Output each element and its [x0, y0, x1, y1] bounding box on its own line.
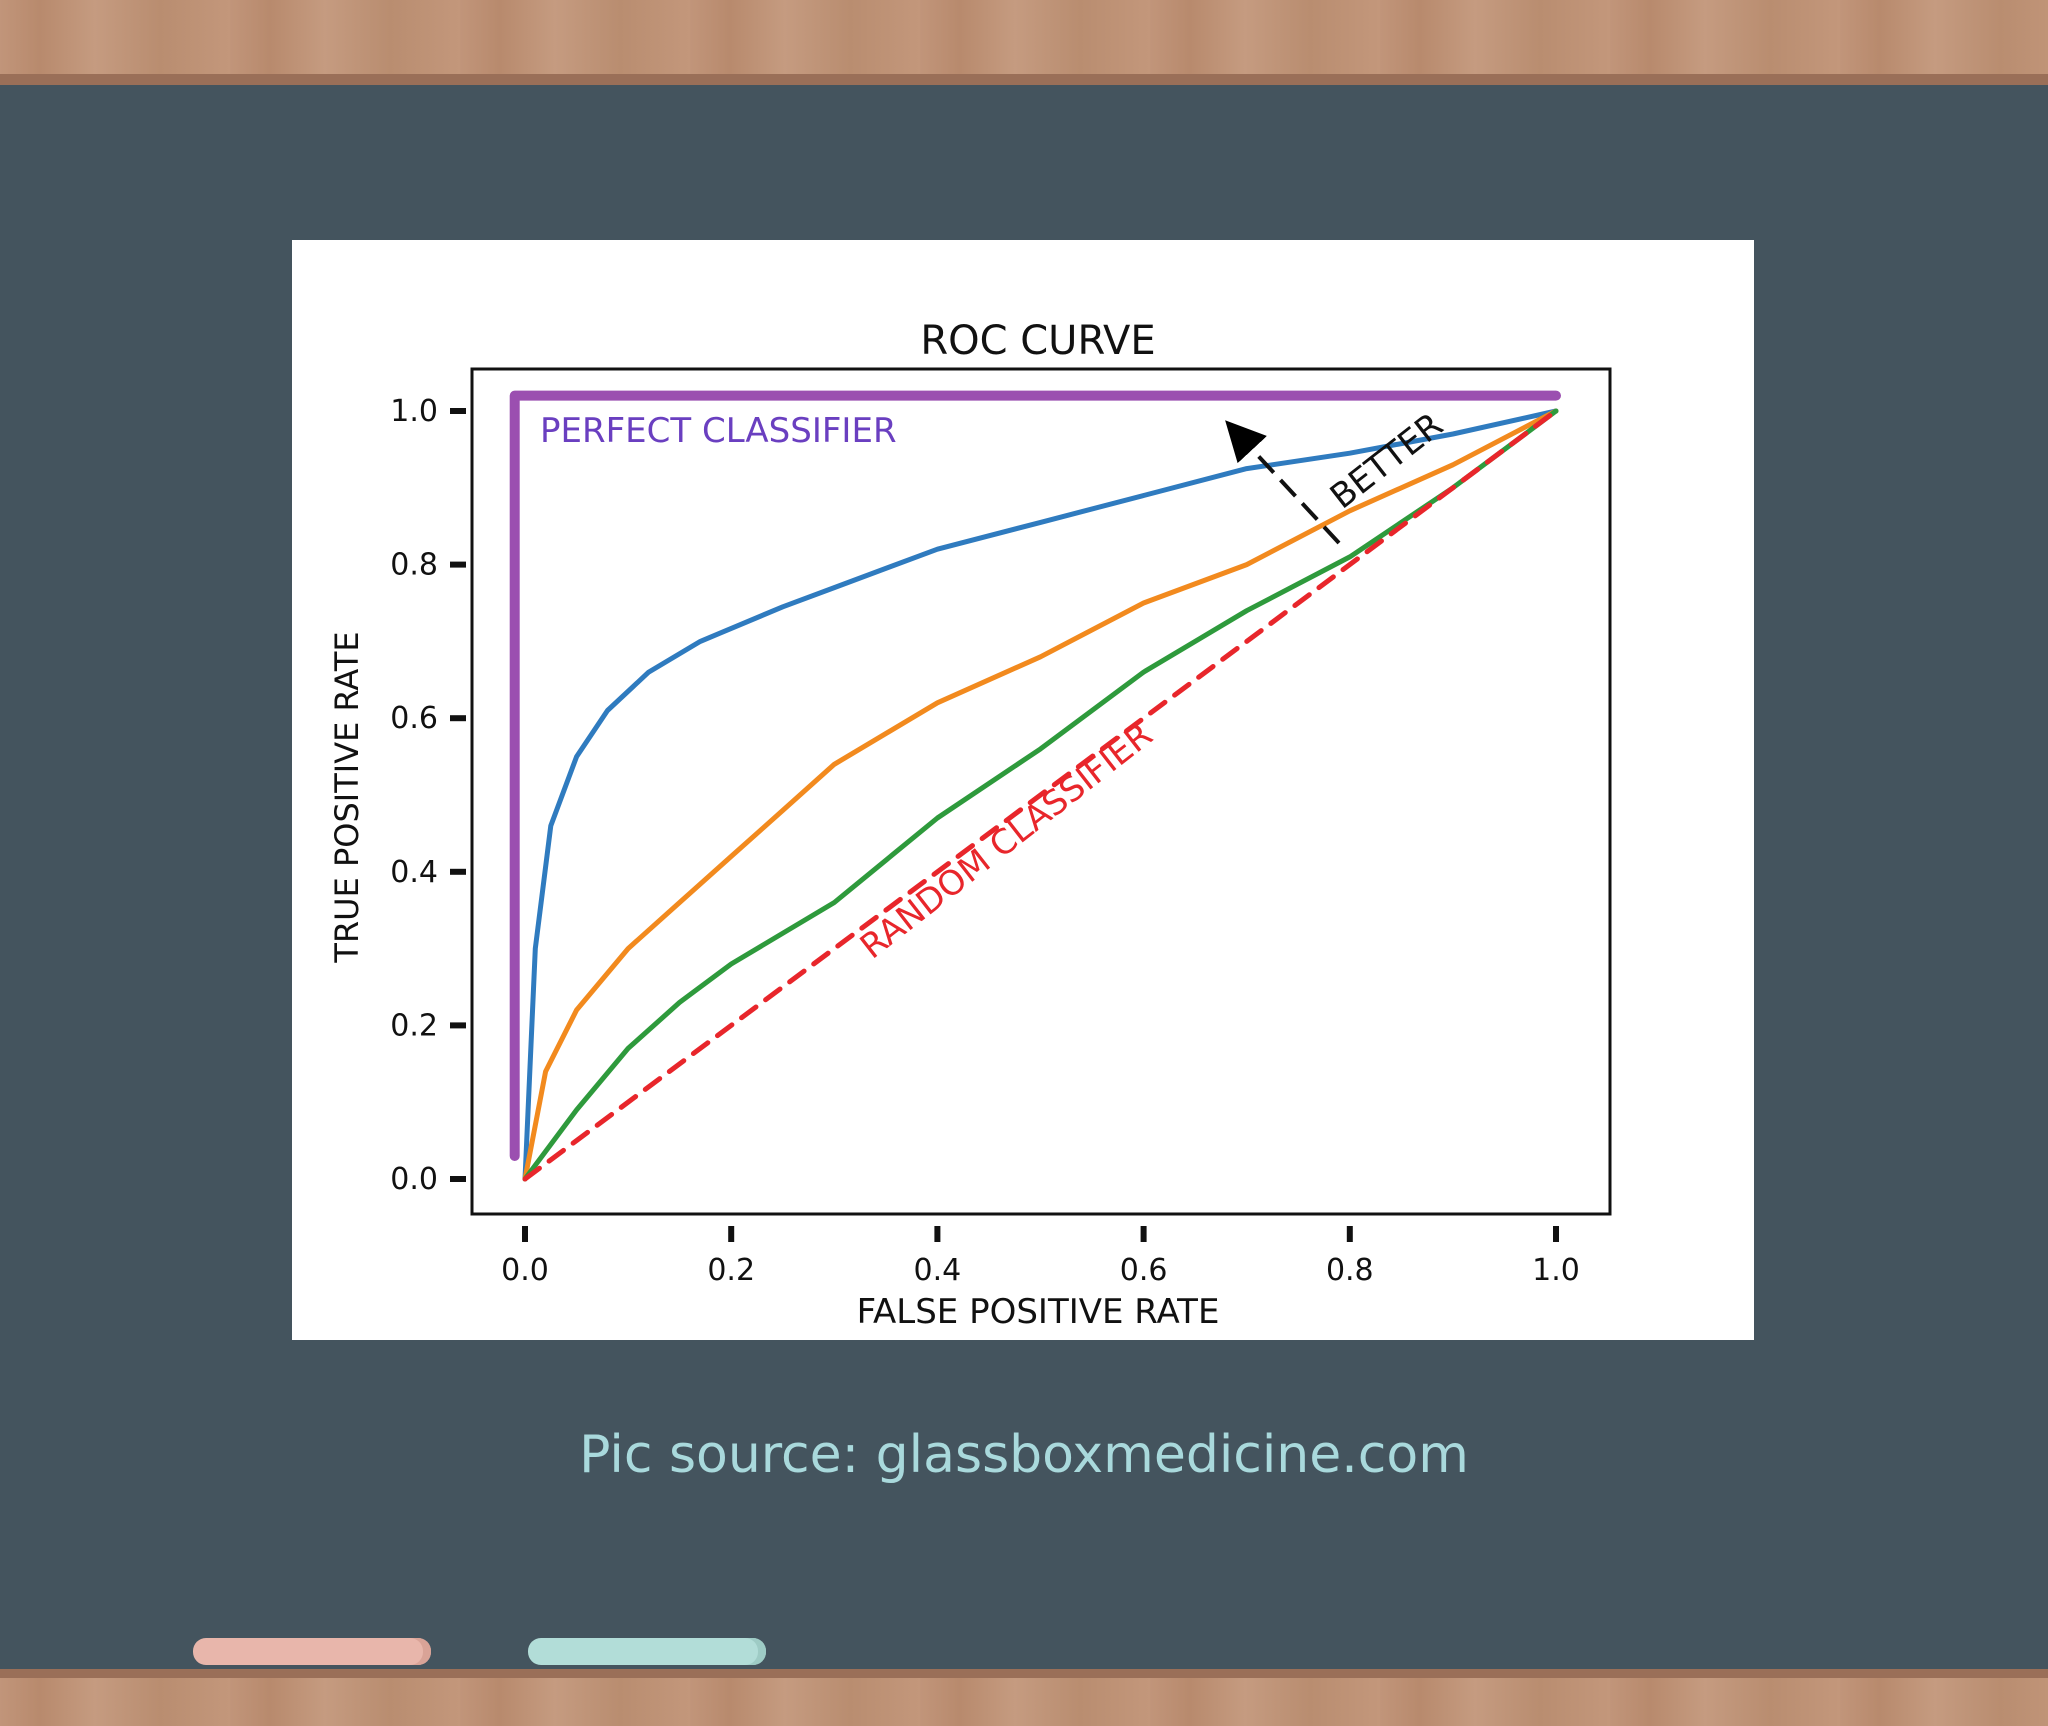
- source-caption: Pic source: glassboxmedicine.com: [579, 1425, 1469, 1485]
- x-tick-label: 0.4: [914, 1253, 962, 1288]
- perfect-classifier-label: PERFECT CLASSIFIER: [540, 411, 897, 451]
- x-tick-label: 0.0: [501, 1253, 549, 1288]
- plot-frame: [470, 367, 1612, 1216]
- teal-chalk: [528, 1638, 766, 1665]
- x-axis-label: FALSE POSITIVE RATE: [857, 1292, 1220, 1332]
- y-tick-label: 0.8: [390, 548, 438, 583]
- roc-chart: 0.0 0.2 0.4 0.6 0.8 1.0 0.0 0.2 0.4 0.6 0.8 1.0 ROC…: [328, 318, 1612, 1332]
- roc-series-line-1: [522, 408, 1559, 1182]
- perfect-classifier-line: [509, 390, 1561, 1161]
- roc-series-line-2: [522, 408, 1559, 1182]
- wood-frame-top: [0, 0, 2048, 85]
- y-tick-label: 0.4: [390, 855, 438, 890]
- roc-chart-card: 0.0 0.2 0.4 0.6 0.8 1.0 0.0 0.2 0.4 0.6 0.8 1.0 ROC…: [292, 240, 1754, 1340]
- series-layer: [509, 390, 1561, 1182]
- x-tick-label: 0.6: [1120, 1253, 1168, 1288]
- y-tick-label: 0.0: [390, 1162, 438, 1197]
- random-classifier-line: [522, 408, 1559, 1182]
- better-arrow: [1225, 420, 1341, 545]
- roc-series-line-3: [522, 408, 1559, 1182]
- chart-title: ROC CURVE: [920, 318, 1155, 364]
- wood-frame-bottom: [0, 1669, 2048, 1726]
- x-tick-label: 0.8: [1326, 1253, 1374, 1288]
- x-tick-label: 1.0: [1532, 1253, 1580, 1288]
- y-tick-label: 1.0: [390, 394, 438, 429]
- labels-layer: ROC CURVE FALSE POSITIVE RATE TRUE POSIT…: [328, 318, 1451, 1332]
- y-tick-label: 0.2: [390, 1008, 438, 1043]
- x-tick-label: 0.2: [707, 1253, 755, 1288]
- y-axis-label: TRUE POSITIVE RATE: [328, 631, 366, 963]
- y-tick-label: 0.6: [390, 701, 438, 736]
- pink-chalk: [193, 1638, 431, 1665]
- random-classifier-label: RANDOM CLASSIFIER: [853, 715, 1160, 967]
- axes-layer: 0.0 0.2 0.4 0.6 0.8 1.0 0.0 0.2 0.4 0.6 0.8 1.0: [390, 367, 1612, 1288]
